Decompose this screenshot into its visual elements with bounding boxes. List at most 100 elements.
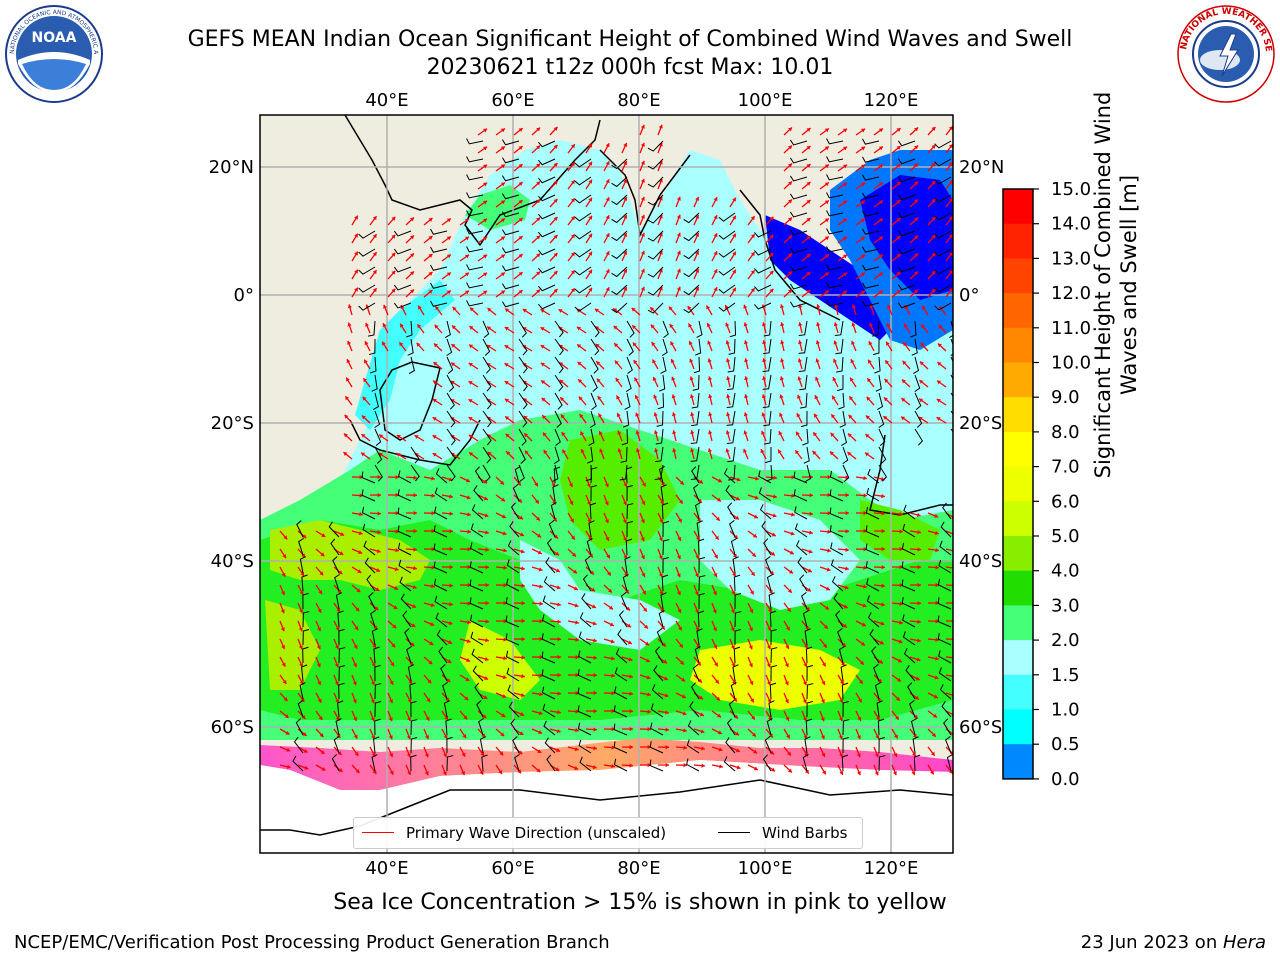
wave-arrow-head bbox=[901, 416, 906, 421]
wave-arrow-head bbox=[769, 252, 774, 257]
wind-barb bbox=[657, 392, 665, 410]
wind-barb bbox=[613, 723, 628, 736]
wave-arrow-head bbox=[604, 519, 609, 524]
wave-arrow-head bbox=[318, 716, 323, 721]
wave-arrow-head bbox=[767, 698, 772, 703]
wind-barb bbox=[433, 543, 448, 556]
wind-barb bbox=[875, 374, 882, 392]
wave-arrow-head bbox=[695, 286, 700, 291]
wind-barb bbox=[574, 248, 592, 258]
wind-barb bbox=[826, 192, 844, 199]
wave-arrow-head bbox=[815, 340, 820, 345]
wind-barb bbox=[574, 194, 592, 204]
wind-barb bbox=[658, 374, 666, 392]
wave-arrow-head bbox=[919, 361, 924, 366]
wave-arrow-head bbox=[468, 363, 473, 367]
wind-barb bbox=[862, 246, 880, 253]
wave-arrow-head bbox=[519, 731, 524, 735]
wind-barb bbox=[762, 754, 772, 772]
wave-arrow-head bbox=[481, 733, 486, 738]
wave-arrow-head bbox=[503, 600, 507, 606]
wind-barb bbox=[538, 302, 556, 310]
wind-barb bbox=[897, 284, 916, 291]
wave-arrow-head bbox=[716, 696, 720, 701]
wave-arrow-head bbox=[633, 359, 638, 364]
wind-barb bbox=[726, 410, 736, 426]
wind-barb bbox=[433, 578, 448, 592]
wave-arrow-head bbox=[769, 570, 774, 575]
wave-arrow-head bbox=[569, 500, 574, 505]
wave-arrow-head bbox=[428, 660, 433, 665]
wave-arrow-head bbox=[392, 624, 397, 629]
wind-barb bbox=[613, 758, 628, 772]
wind-barb bbox=[371, 374, 378, 392]
wind-barb bbox=[501, 193, 520, 200]
wave-arrow-head bbox=[518, 128, 523, 132]
wave-arrow-head bbox=[605, 251, 610, 256]
wave-arrow-head bbox=[557, 672, 561, 678]
wave-arrow-head bbox=[645, 658, 650, 663]
wave-arrow-head bbox=[479, 770, 484, 775]
wave-arrow-head bbox=[863, 493, 867, 498]
wind-barb bbox=[374, 446, 383, 464]
wave-arrow-head bbox=[303, 748, 308, 753]
wind-barb bbox=[626, 503, 634, 520]
wave-arrow-head bbox=[540, 362, 545, 367]
wind-barb bbox=[768, 592, 775, 610]
wave-arrow-head bbox=[449, 511, 453, 516]
wave-arrow-head bbox=[935, 582, 939, 588]
wave-arrow-head bbox=[382, 341, 386, 346]
wave-arrow-head bbox=[432, 417, 437, 421]
wave-arrow-head bbox=[948, 234, 953, 239]
wave-arrow-head bbox=[881, 602, 885, 607]
wave-arrow-head bbox=[654, 448, 659, 453]
wave-arrow-head bbox=[281, 662, 286, 667]
wave-arrow-head bbox=[640, 286, 645, 291]
wave-arrow-head bbox=[676, 286, 681, 291]
wind-barb bbox=[626, 484, 634, 502]
wind-barb bbox=[862, 192, 880, 199]
wind-barb bbox=[866, 487, 880, 502]
wave-arrow-head bbox=[604, 483, 609, 488]
wave-arrow-head bbox=[734, 714, 738, 719]
wave-arrow-head bbox=[410, 642, 415, 647]
wind-barb bbox=[829, 525, 844, 538]
wave-arrow-head bbox=[807, 568, 812, 573]
wave-arrow-head bbox=[431, 511, 435, 516]
wave-arrow-head bbox=[428, 272, 433, 276]
wind-barb bbox=[770, 664, 778, 682]
wind-barb bbox=[614, 667, 628, 682]
ocean-field-yellowgreen-west bbox=[270, 520, 430, 590]
wave-arrow-head bbox=[285, 730, 290, 735]
wave-arrow-head bbox=[379, 434, 384, 439]
wave-arrow-head bbox=[948, 126, 953, 131]
wind-barb bbox=[469, 579, 484, 592]
wave-arrow-head bbox=[539, 636, 543, 642]
wave-arrow-head bbox=[769, 270, 774, 275]
wave-arrow-head bbox=[301, 715, 306, 720]
wave-arrow-head bbox=[948, 252, 953, 257]
wave-arrow-head bbox=[580, 449, 585, 454]
wind-barb bbox=[937, 578, 952, 592]
wind-barb bbox=[650, 703, 664, 718]
wave-arrow-head bbox=[443, 753, 447, 758]
wave-arrow-head bbox=[937, 362, 942, 366]
wind-barb bbox=[842, 700, 850, 718]
wave-arrow-head bbox=[383, 304, 388, 309]
wave-arrow-head bbox=[892, 771, 897, 776]
wave-arrow bbox=[945, 692, 953, 697]
wave-arrow-head bbox=[769, 234, 774, 239]
wind-barb bbox=[469, 597, 484, 610]
wave-arrow-head bbox=[640, 555, 645, 560]
wind-barb bbox=[620, 591, 628, 610]
map-frame bbox=[259, 114, 954, 854]
wind-barb bbox=[293, 736, 304, 754]
wave-arrow-head bbox=[539, 692, 543, 697]
wind-barb bbox=[656, 410, 664, 427]
wave-arrow-head bbox=[898, 639, 903, 644]
wind-barb bbox=[654, 464, 664, 480]
wave-arrow-head bbox=[707, 358, 712, 363]
wave-arrow-head bbox=[483, 695, 488, 699]
wave-arrow-head bbox=[814, 395, 819, 400]
wave-arrow-head bbox=[658, 178, 663, 183]
